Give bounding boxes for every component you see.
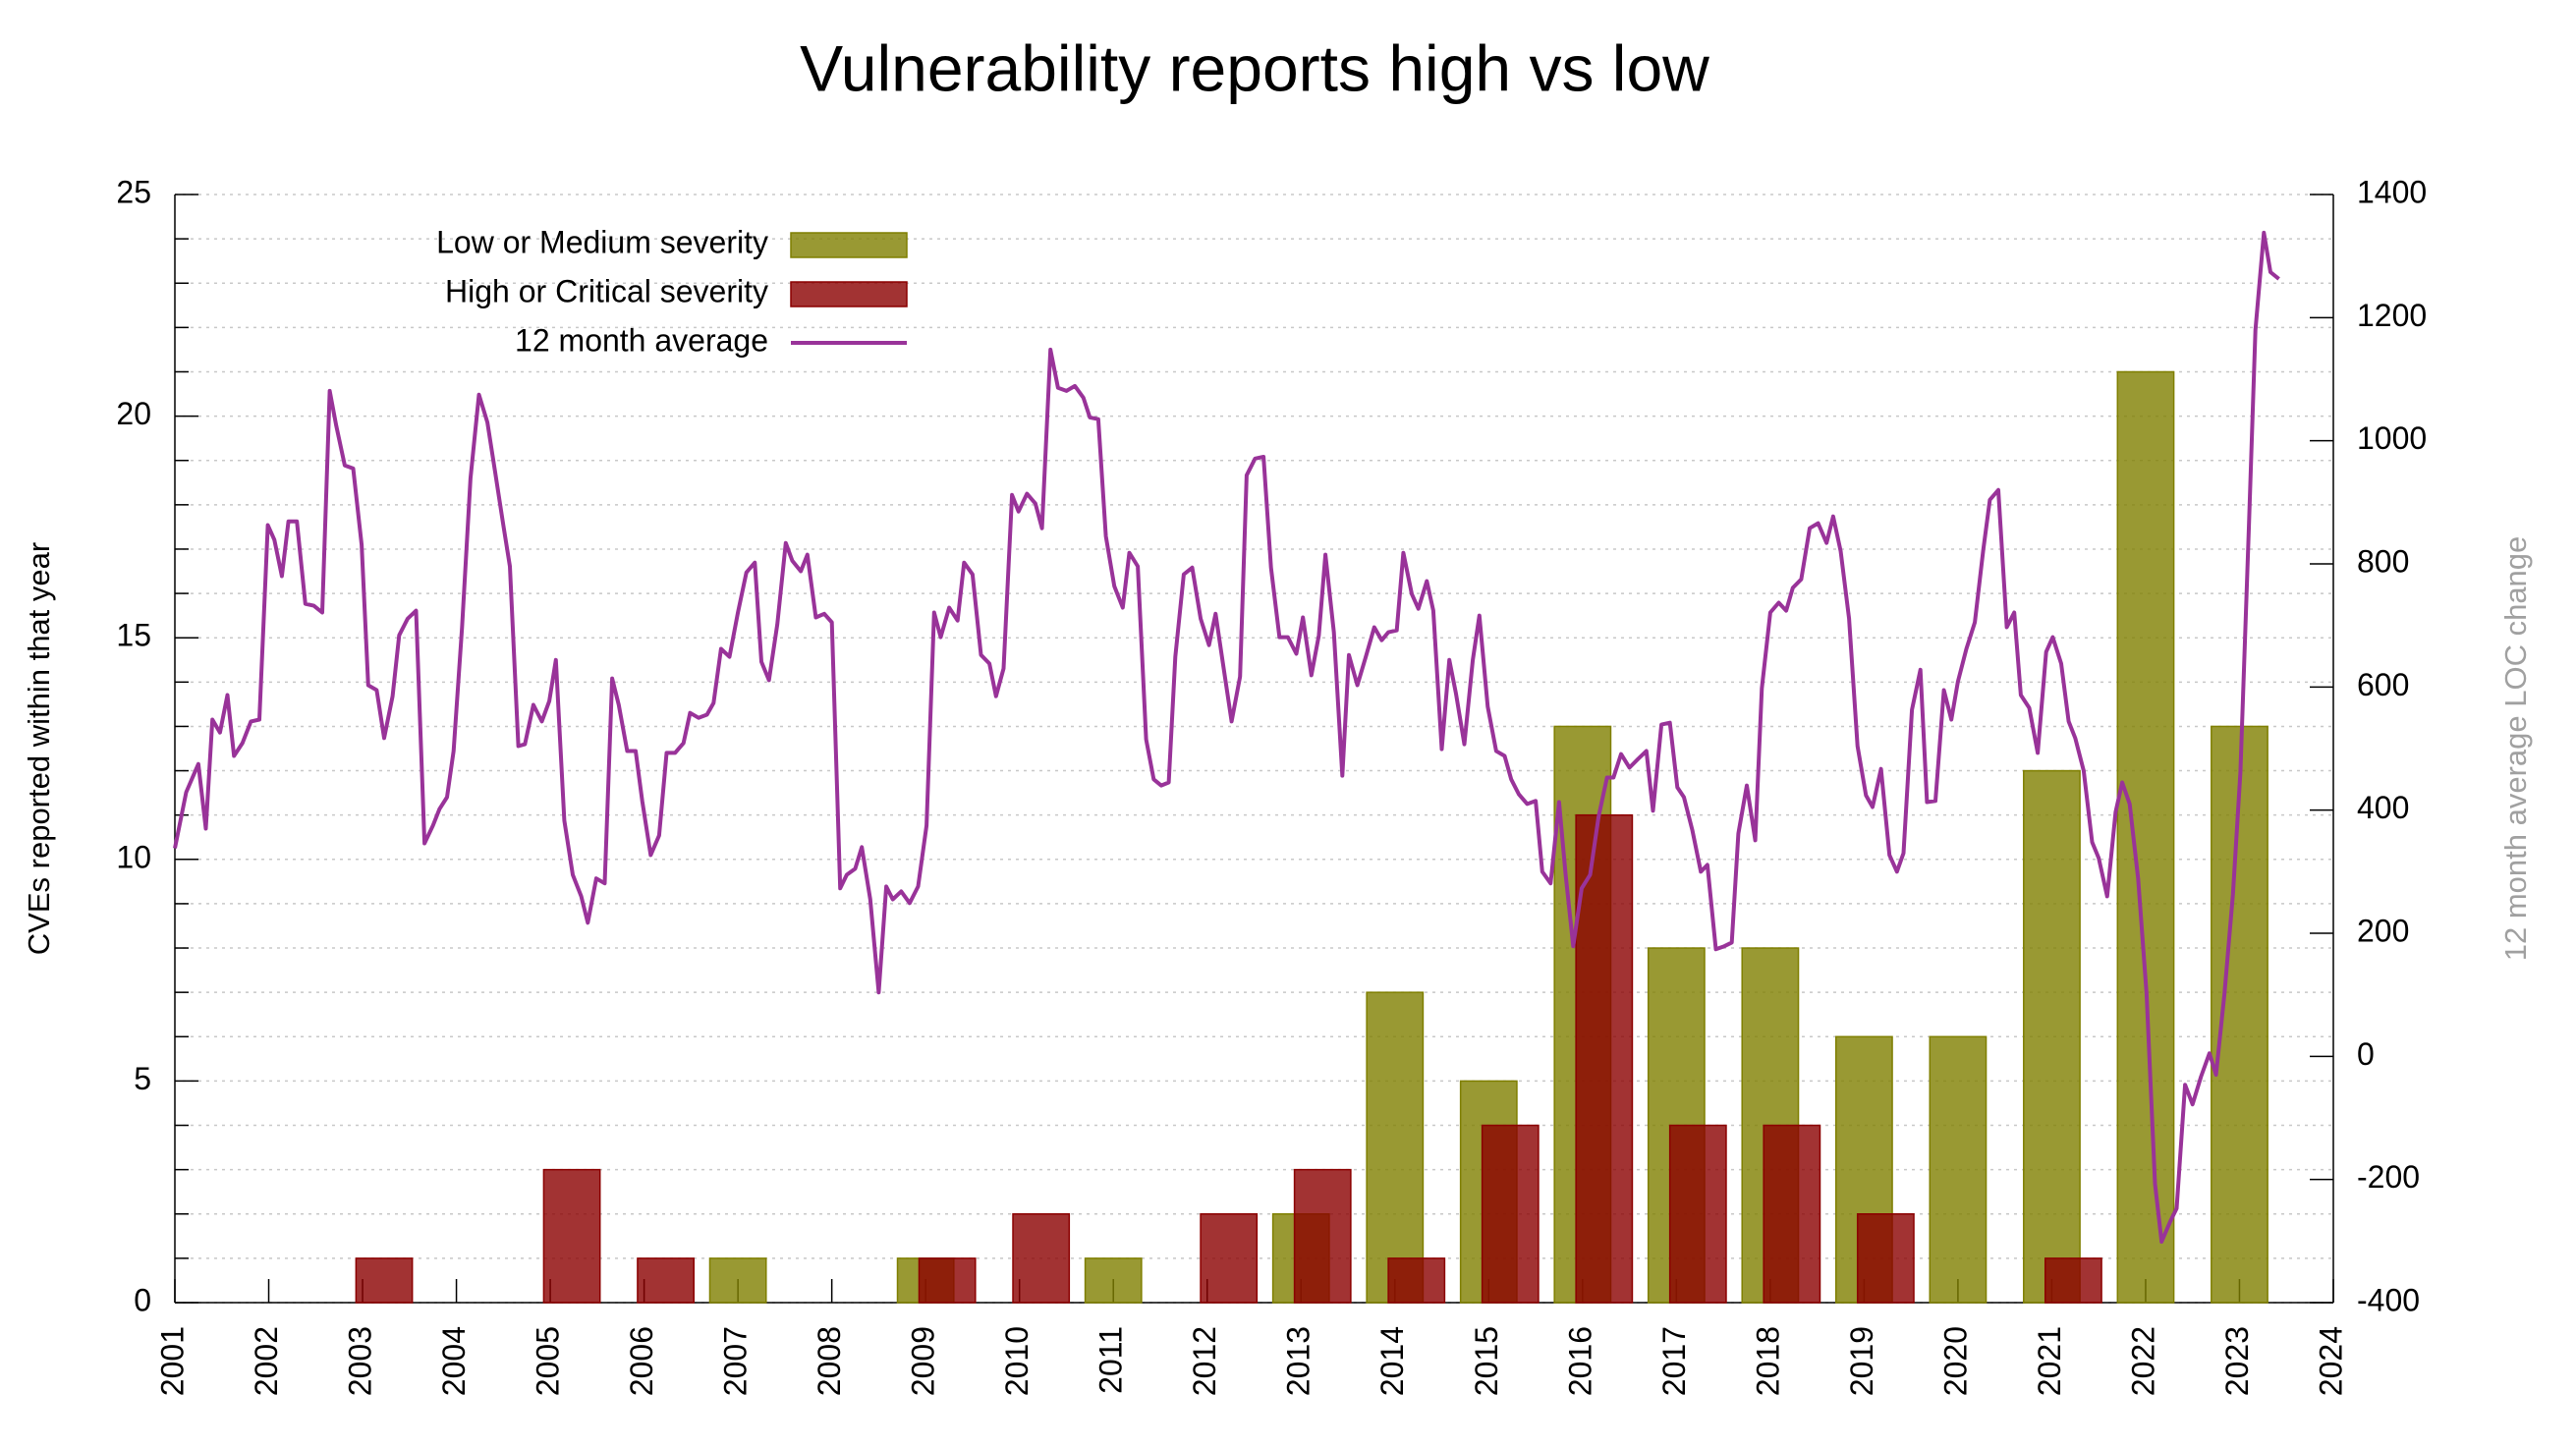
- bar: [1387, 1257, 1446, 1304]
- bar: [1575, 813, 1634, 1304]
- y2-tick-label: 1400: [2357, 174, 2427, 209]
- x-tick-label: 2020: [1937, 1326, 1973, 1396]
- bar: [1763, 1124, 1821, 1304]
- x-tick-label: 2023: [2219, 1326, 2255, 1396]
- y2-tick-label: 1000: [2357, 420, 2427, 456]
- x-tick-label: 2013: [1281, 1326, 1316, 1396]
- y2-tick-label: 1200: [2357, 298, 2427, 333]
- bar: [2116, 370, 2175, 1304]
- x-tick-label: 2004: [436, 1326, 472, 1396]
- x-tick-label: 2008: [812, 1326, 847, 1396]
- bar: [355, 1257, 414, 1304]
- y2-tick-label: 400: [2357, 790, 2409, 825]
- y-tick-label: 10: [116, 839, 151, 874]
- y-axis-label: CVEs reported within that year: [22, 542, 56, 955]
- line: [173, 230, 2280, 1244]
- x-tick-label: 2012: [1187, 1326, 1222, 1396]
- x-tick-label: 2018: [1750, 1326, 1785, 1396]
- y-tick-label: 0: [134, 1282, 151, 1317]
- bar: [1366, 991, 1425, 1304]
- x-tick-label: 2024: [2313, 1326, 2348, 1396]
- y2-tick-label: -400: [2357, 1282, 2420, 1317]
- y2-tick-label: 0: [2357, 1036, 2375, 1072]
- y-tick-label: 20: [116, 396, 151, 431]
- bar: [1012, 1213, 1071, 1304]
- bar: [1929, 1035, 1988, 1304]
- y-tick-label: 5: [134, 1061, 151, 1096]
- x-tick-label: 2016: [1562, 1326, 1597, 1396]
- x-tick-label: 2017: [1656, 1326, 1692, 1396]
- bar: [1293, 1168, 1352, 1304]
- legend-label: Low or Medium severity: [436, 224, 768, 259]
- x-tick-label: 2001: [154, 1326, 190, 1396]
- x-tick-label: 2014: [1374, 1326, 1410, 1396]
- legend-swatch: [790, 281, 908, 307]
- x-tick-label: 2022: [2125, 1326, 2160, 1396]
- x-tick-label: 2006: [624, 1326, 659, 1396]
- x-tick-label: 2010: [999, 1326, 1035, 1396]
- x-tick-label: 2003: [342, 1326, 377, 1396]
- bar: [542, 1168, 601, 1304]
- bar: [2044, 1257, 2102, 1304]
- x-tick-label: 2019: [1844, 1326, 1879, 1396]
- y-tick-label: 15: [116, 618, 151, 653]
- chart-title: Vulnerability reports high vs low: [800, 31, 1709, 104]
- bar: [708, 1257, 767, 1304]
- x-tick-label: 2009: [906, 1326, 941, 1396]
- y-tick-label: 25: [116, 174, 151, 209]
- bar: [637, 1257, 695, 1304]
- legend-swatch: [790, 232, 908, 258]
- x-tick-label: 2015: [1469, 1326, 1504, 1396]
- legend-label: High or Critical severity: [445, 273, 768, 308]
- legend-label: 12 month average: [515, 322, 768, 358]
- bar: [918, 1257, 977, 1304]
- bar: [1668, 1124, 1727, 1304]
- x-tick-label: 2021: [2032, 1326, 2067, 1396]
- x-tick-label: 2007: [718, 1326, 754, 1396]
- bar: [2023, 769, 2081, 1304]
- x-tick-label: 2005: [531, 1326, 566, 1396]
- y2-axis-label: 12 month average LOC change: [2498, 536, 2533, 962]
- bar: [1856, 1213, 1915, 1304]
- y2-tick-label: 800: [2357, 543, 2409, 579]
- y2-tick-label: 600: [2357, 667, 2409, 702]
- bar: [1481, 1124, 1540, 1304]
- y2-tick-label: -200: [2357, 1159, 2420, 1195]
- y2-tick-label: 200: [2357, 913, 2409, 948]
- x-tick-label: 2002: [249, 1326, 284, 1396]
- x-tick-label: 2011: [1093, 1326, 1129, 1394]
- bar: [1084, 1257, 1143, 1304]
- bar: [1200, 1213, 1259, 1304]
